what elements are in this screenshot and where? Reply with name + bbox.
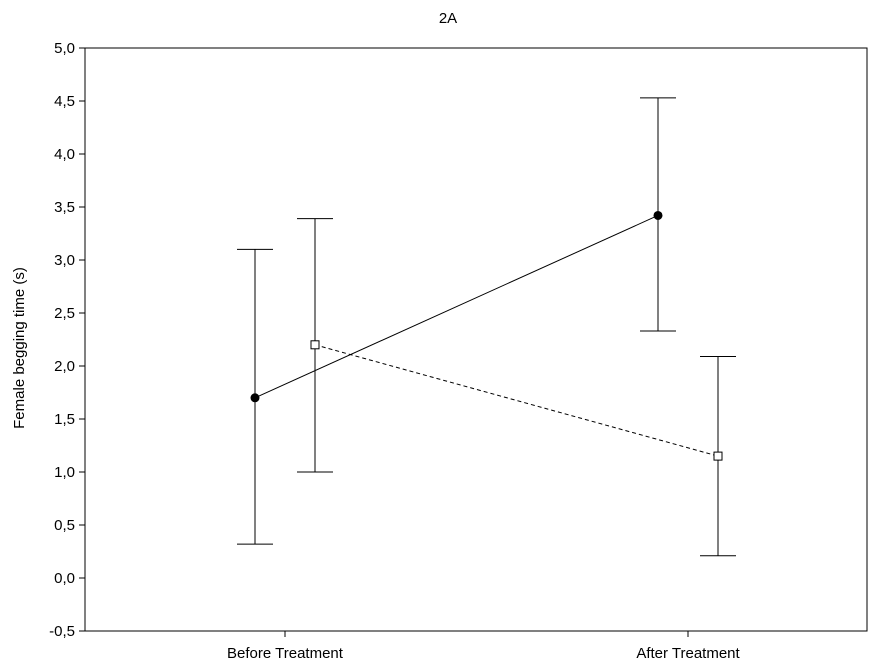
chart-title: 2A <box>439 10 457 27</box>
x-tick-label: After Treatment <box>636 645 740 662</box>
series-layer <box>237 97 736 557</box>
x-axis: Before Treatment After Treatment <box>227 631 741 662</box>
series-line <box>314 344 719 457</box>
y-axis: -0,5 0,0 0,5 1,0 1,5 2,0 2,5 3,0 3,5 4,0 4,5 5,0 <box>49 40 85 640</box>
x-tick-label: Before Treatment <box>227 645 344 662</box>
data-point <box>653 210 663 220</box>
y-tick-label: 4,0 <box>54 146 75 163</box>
y-tick-label: 3,5 <box>54 199 75 216</box>
data-point <box>250 393 260 403</box>
y-tick-label: 5,0 <box>54 40 75 57</box>
y-tick-label: 0,5 <box>54 517 75 534</box>
series-1 <box>237 97 676 545</box>
plot-frame <box>84 47 868 632</box>
y-tick-label: 2,0 <box>54 358 75 375</box>
y-axis-title: Female begging time (s) <box>11 267 28 429</box>
y-tick-label: 1,0 <box>54 464 75 481</box>
data-point <box>310 340 320 350</box>
series-line <box>254 215 659 399</box>
y-tick-label: -0,5 <box>49 623 75 640</box>
data-point <box>713 451 723 461</box>
y-tick-label: 2,5 <box>54 305 75 322</box>
y-tick-label: 4,5 <box>54 93 75 110</box>
y-tick-label: 1,5 <box>54 411 75 428</box>
y-tick-label: 0,0 <box>54 570 75 587</box>
y-tick-label: 3,0 <box>54 252 75 269</box>
series-2 <box>297 218 736 557</box>
